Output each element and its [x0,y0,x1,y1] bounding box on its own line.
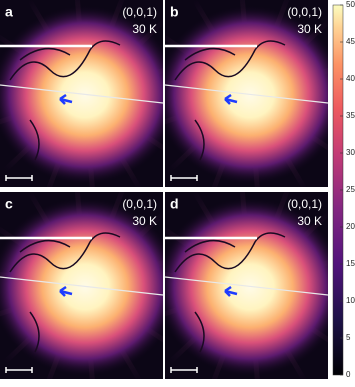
domain-contour [9,40,121,161]
temperature-label: 30 K [297,22,322,36]
colorbar-tick-label: 40 [346,74,355,83]
temperature-label: 30 K [132,22,157,36]
panel-label: d [170,196,179,212]
temperature-label: 30 K [297,214,322,228]
image-panel: d (0,0,1) 30 K [165,192,328,379]
panel-label: c [5,196,13,212]
temperature-label: 30 K [132,214,157,228]
arrow [59,285,73,297]
colorbar-tick-label: 10 [346,296,355,305]
image-panel: a (0,0,1) 30 K [0,0,163,187]
beam-line [165,84,328,104]
colorbar-tick-label: 35 [346,111,355,120]
arrow [224,285,238,297]
arrow [59,93,73,105]
colorbar-tick-label: 25 [346,185,355,194]
arrow [224,93,238,105]
panel-label: b [170,4,179,20]
direction-label: (0,0,1) [287,197,322,211]
domain-contour [174,232,286,353]
colorbar-tick-label: 20 [346,222,355,231]
beam-line [165,276,328,296]
colorbar-tick-label: 30 [346,148,355,157]
colorbar-tick-label: 0 [346,370,351,379]
colorbar-tick-label: 50 [346,0,355,9]
domain-contour [174,40,286,161]
beam-line [0,84,163,104]
panel-label: a [5,4,13,20]
colorbar-tick-label: 15 [346,259,355,268]
beam-line [0,276,163,296]
image-panel: c (0,0,1) 30 K [0,192,163,379]
domain-contour [9,232,121,353]
direction-label: (0,0,1) [287,5,322,19]
colorbar-tick-label: 5 [346,333,351,342]
colorbar-tick-label: 45 [346,37,355,46]
image-panel: b (0,0,1) 30 K [165,0,328,187]
direction-label: (0,0,1) [122,197,157,211]
direction-label: (0,0,1) [122,5,157,19]
